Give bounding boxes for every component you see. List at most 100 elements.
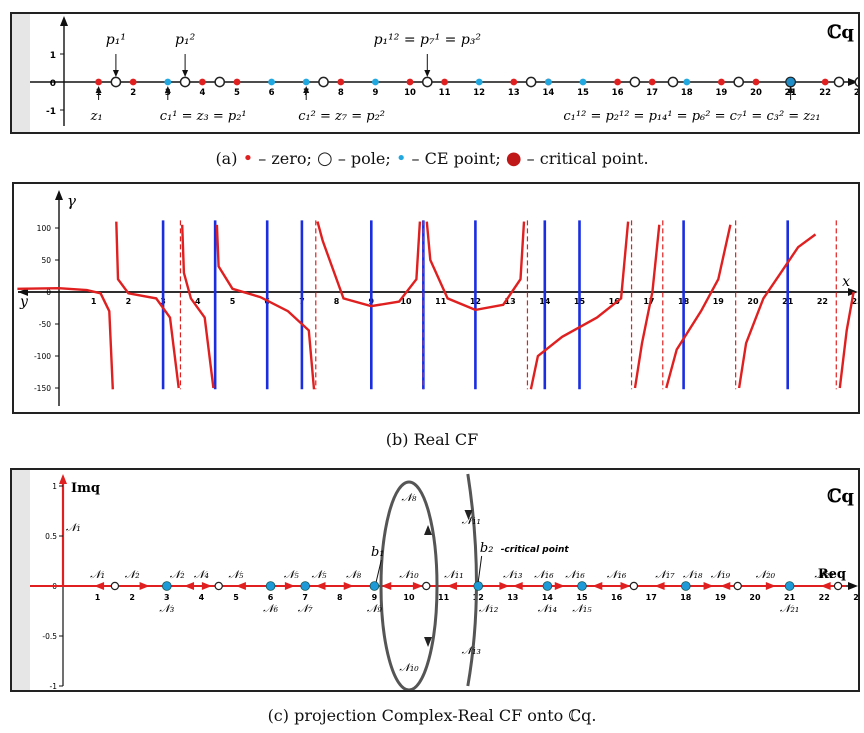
flow-label-above: 𝒩₁₈ <box>683 568 703 581</box>
flow-label-above: 𝒩₄ <box>194 568 209 581</box>
ce-point <box>784 581 795 591</box>
panel-b-y-tick-label: -50 <box>39 320 51 329</box>
flow-arrowhead <box>499 582 510 590</box>
panel-b-y-tick-label: 100 <box>37 224 52 233</box>
separatrix-arrow <box>464 510 473 520</box>
orbit-label: 𝒩₁ <box>66 521 81 534</box>
flow-label-above: 𝒩₁₆ <box>565 568 585 581</box>
pole-point <box>318 76 329 88</box>
flow-label-below: 𝒩₇ <box>298 602 314 615</box>
panel-a-bottom-label: c₁¹ = z₃ = p₂¹ <box>160 109 247 124</box>
legend-zero-dot: • <box>242 148 254 169</box>
orbit-label: 𝒩₁₁ <box>462 514 481 527</box>
panel-c-x-tick-label: 7 <box>302 593 308 602</box>
pole-point <box>667 76 679 88</box>
panel-a-x-tick-label: 23 <box>854 88 858 98</box>
ce-point <box>369 581 380 591</box>
ce-point <box>579 78 587 86</box>
flow-arrowhead <box>139 582 150 590</box>
flow-arrowhead <box>765 582 776 590</box>
panel-b-x-tick-label: 8 <box>334 297 340 306</box>
cf-branch <box>529 221 630 390</box>
flow-label-above: 𝒩₂₀ <box>756 568 776 581</box>
panel-a-bottom-label: z₁ <box>90 109 103 124</box>
panel-a-frame: 10-1123456789101112131415161718192021222… <box>10 12 864 134</box>
cf-branch <box>665 224 732 389</box>
pole-point <box>214 581 223 591</box>
panel-b-x-tick-label: 11 <box>435 297 447 306</box>
flow-label-below: 𝒩₁₅ <box>572 602 592 615</box>
ce-point <box>542 581 553 591</box>
flow-label-below: 𝒩₂₁ <box>780 602 799 615</box>
b2-pointer <box>477 555 483 583</box>
panel-b-x-tick-label: 17 <box>643 297 654 306</box>
panel-a-plot: 10-1123456789101112131415161718192021222… <box>12 14 864 132</box>
panel-b-x-tick-label: 22 <box>817 297 828 306</box>
zero-point <box>406 78 414 86</box>
panel-c-x-tick-label: 8 <box>337 593 343 602</box>
panel-a-bottom-arrowhead <box>787 86 794 93</box>
panel-c-x-tick-label: 15 <box>576 593 588 602</box>
panel-c-title: ℂq <box>827 486 854 507</box>
legend-ce-dot: • <box>395 148 407 169</box>
flow-arrowhead <box>554 582 565 590</box>
panel-a-title: ℂq <box>827 22 854 43</box>
flow-arrowhead <box>343 582 354 590</box>
panel-a-top-arrowhead <box>424 70 431 77</box>
pole-point <box>854 76 864 88</box>
panel-a-x-tick-label: 18 <box>681 88 693 98</box>
panel-b-x-tick-label: 5 <box>230 297 236 306</box>
b2-note: -critical point <box>501 545 570 555</box>
flow-label-above: 𝒩₁₆ <box>534 568 554 581</box>
pole-point <box>110 76 122 88</box>
panel-b-y-tick-label: -100 <box>34 352 51 361</box>
flow-label-above: 𝒩₁₆ <box>607 568 627 581</box>
panel-b-x-tick-label: 23 <box>852 297 858 306</box>
cf-branch <box>115 221 180 389</box>
caption-c: (c) projection Complex-Real CF onto ℂq. <box>267 706 597 725</box>
ce-point <box>265 581 276 591</box>
caption-a: (a) • – zero; ○ – pole; • – CE point; ● … <box>0 148 864 169</box>
panel-a-top-label: p₁² <box>175 32 196 48</box>
panel-b-x-tick-label: 10 <box>400 297 412 306</box>
panel-c-x-tick-label: 14 <box>542 593 554 602</box>
panel-a-top-arrowhead <box>182 70 189 77</box>
flow-arrowhead <box>654 582 665 590</box>
panel-a-x-tick-label: 11 <box>439 88 451 98</box>
b1-label: b₁ <box>371 545 385 560</box>
panel-b-x-label: x <box>842 274 850 290</box>
flow-arrowhead <box>720 582 731 590</box>
panel-c-x-tick-label: 17 <box>646 593 657 602</box>
orbit-label: 𝒩₁₀ <box>399 661 419 674</box>
zero-point <box>648 78 656 86</box>
panel-a-x-tick-label: 2 <box>130 88 136 98</box>
legend-pole-dot: ○ <box>317 148 333 169</box>
zero-point <box>233 78 241 86</box>
flow-arrowhead <box>412 582 423 590</box>
pole-point <box>833 581 843 591</box>
panel-c-y-tick-label: 1 <box>52 482 57 491</box>
panel-b-y-arrow <box>55 190 63 200</box>
pole-point <box>629 581 639 591</box>
panel-b-frame: γxy100500-50-100-15012345678910111213141… <box>12 182 863 414</box>
cf-branch <box>215 224 316 390</box>
cf-branch <box>633 224 661 389</box>
panel-a-x-arrow <box>848 78 858 86</box>
pole-point <box>733 76 745 88</box>
flow-arrowhead <box>446 582 457 590</box>
cf-branch <box>838 291 855 389</box>
panel-c-x-label: Req <box>818 567 846 582</box>
panel-c-y-tick-label: -0.5 <box>42 632 57 641</box>
flow-arrowhead <box>703 582 714 590</box>
zero-point <box>510 78 518 86</box>
flow-arrowhead <box>512 582 523 590</box>
panel-a-x-tick-label: 22 <box>819 88 831 98</box>
cf-branch <box>17 286 114 390</box>
b1-pointer <box>375 559 382 583</box>
panel-a-x-tick-label: 13 <box>508 88 520 98</box>
flow-label-above: 𝒩₅ <box>284 568 300 581</box>
caption-b: (b) Real CF <box>385 430 479 449</box>
flow-label-above: 𝒩₁ <box>90 568 105 581</box>
panel-b-x-arrow-left <box>18 288 28 296</box>
cf-branch <box>737 233 817 389</box>
